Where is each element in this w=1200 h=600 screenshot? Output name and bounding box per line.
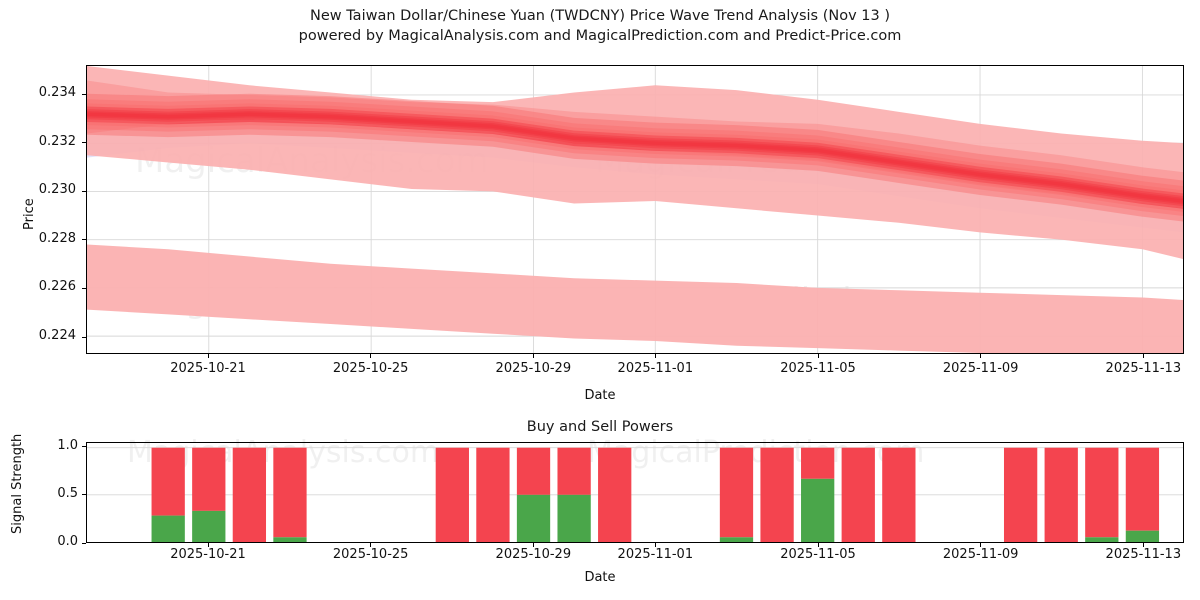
price-x-tick-mark: [817, 354, 819, 358]
price-y-tick-mark: [82, 93, 86, 95]
price-x-tick-mark: [370, 354, 372, 358]
price-x-tick-mark: [980, 354, 982, 358]
price-y-tick-label: 0.232: [38, 133, 76, 149]
signal-x-tick-label: 2025-11-09: [942, 547, 1019, 562]
signal-x-axis-label: Date: [584, 570, 616, 585]
price-wave-svg: [87, 66, 1183, 353]
price-x-tick-label: 2025-10-29: [495, 361, 572, 376]
price-y-tick-mark: [82, 239, 86, 241]
price-x-tick-mark: [1142, 354, 1144, 358]
price-y-tick-mark: [82, 336, 86, 338]
signal-x-tick-mark: [1142, 543, 1144, 547]
buy-sell-bars-svg: [87, 447, 1183, 542]
signal-y-tick-label: 0.5: [57, 485, 78, 501]
chart-title-line-2: powered by MagicalAnalysis.com and Magic…: [298, 28, 902, 44]
price-x-tick-label: 2025-11-01: [617, 361, 694, 376]
chart-title-line-1: New Taiwan Dollar/Chinese Yuan (TWDCNY) …: [309, 8, 890, 24]
price-x-tick-mark: [654, 354, 656, 358]
signal-x-tick-mark: [817, 543, 819, 547]
chart-title-block: New Taiwan Dollar/Chinese Yuan (TWDCNY) …: [0, 6, 1200, 46]
signal-y-tick-mark: [82, 494, 86, 496]
price-y-tick-mark: [82, 142, 86, 144]
signal-x-tick-label: 2025-11-01: [617, 547, 694, 562]
signal-x-tick-label: 2025-10-21: [170, 547, 246, 562]
signal-x-tick-mark: [370, 543, 372, 547]
signal-y-tick-label: 1.0: [57, 437, 78, 453]
signal-x-tick-mark: [654, 543, 656, 547]
price-y-tick-label: 0.224: [38, 328, 76, 343]
price-y-tick-label: 0.228: [38, 230, 76, 246]
signal-y-tick-mark: [82, 446, 86, 448]
price-y-tick-label: 0.230: [38, 182, 76, 198]
price-y-tick-mark: [82, 190, 86, 192]
price-x-tick-label: 2025-10-21: [170, 361, 246, 376]
signal-x-tick-label: 2025-10-29: [495, 547, 572, 562]
signal-x-tick-mark: [532, 543, 534, 547]
signal-y-tick-mark: [82, 542, 86, 544]
price-x-tick-label: 2025-11-05: [780, 361, 856, 376]
price-x-tick-label: 2025-11-09: [942, 361, 1019, 376]
price-wave-chart-plot-area: MagicalAnalysis.com MagicalPrediction.co…: [86, 65, 1184, 354]
price-x-axis-label: Date: [584, 388, 616, 403]
price-x-tick-mark: [532, 354, 534, 358]
signal-y-tick-label: 0.0: [57, 534, 78, 549]
signal-chart-title: Buy and Sell Powers: [526, 419, 674, 435]
price-y-tick-mark: [82, 287, 86, 290]
price-y-tick-label: 0.226: [38, 279, 76, 295]
signal-x-tick-label: 2025-11-05: [780, 547, 856, 562]
buy-sell-powers-plot-area: MagicalAnalysis.com MagicalPrediction.co…: [86, 435, 1184, 543]
price-y-tick-label: 0.234: [38, 85, 76, 101]
price-axis-label: Price: [22, 198, 37, 230]
signal-x-tick-label: 2025-10-25: [332, 547, 409, 562]
signal-x-tick-mark: [207, 543, 209, 547]
signal-x-tick-mark: [980, 543, 982, 547]
price-x-tick-label: 2025-10-25: [332, 361, 409, 376]
price-x-tick-label: 2025-11-13: [1105, 361, 1182, 376]
signal-x-tick-label: 2025-11-13: [1105, 547, 1182, 562]
price-x-tick-mark: [207, 354, 209, 358]
